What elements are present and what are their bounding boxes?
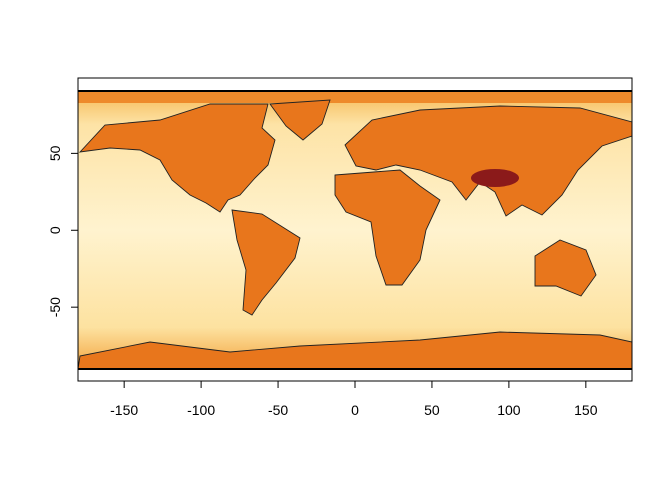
x-tick-label: -100	[187, 402, 215, 418]
y-tick-label: -50	[47, 297, 63, 317]
x-tick-label: -150	[110, 402, 138, 418]
arctic-band	[78, 91, 632, 103]
africa	[334, 169, 441, 286]
x-tick-label: 50	[424, 402, 440, 418]
x-tick-label: 0	[351, 402, 359, 418]
y-tick-label: 50	[47, 145, 63, 161]
raster-layer	[77, 90, 633, 370]
y-tick-label: 0	[47, 226, 63, 234]
x-tick-label: -50	[268, 402, 288, 418]
x-tick-label: 150	[574, 402, 598, 418]
greenland	[269, 99, 331, 141]
australia	[534, 239, 597, 297]
x-tick-label: 100	[497, 402, 521, 418]
eurasia	[344, 105, 633, 217]
north-america	[78, 103, 276, 213]
south-america	[231, 209, 301, 316]
tibetan-plateau	[471, 169, 519, 187]
